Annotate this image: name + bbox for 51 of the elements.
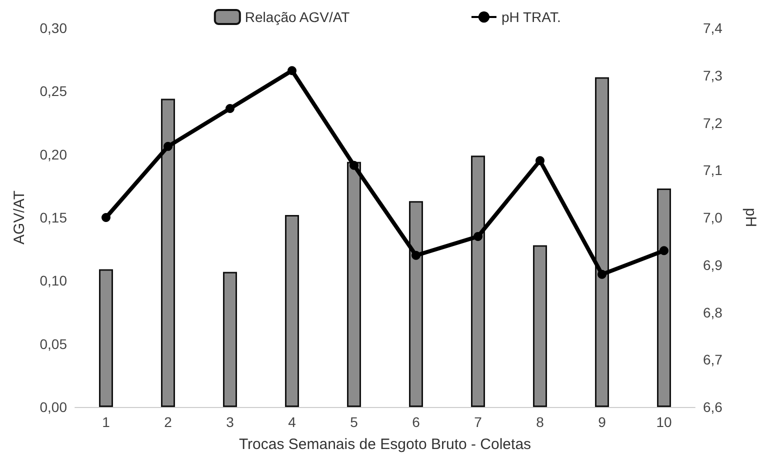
- x-tick-label: 10: [656, 414, 672, 430]
- legend-label: pH TRAT.: [501, 9, 561, 25]
- point: [226, 104, 234, 114]
- bar: [285, 214, 299, 407]
- x-axis-title: Trocas Semanais de Esgoto Bruto - Coletas: [238, 436, 532, 453]
- y2-tick-label: 6,8: [703, 304, 723, 320]
- point: [350, 160, 358, 170]
- x-tick-label: 6: [412, 414, 420, 430]
- bar: [409, 201, 423, 407]
- y-tick-label: 0,15: [40, 210, 68, 226]
- x-tick-label: 5: [350, 414, 358, 430]
- bar: [657, 188, 671, 407]
- point: [536, 156, 544, 166]
- bar: [161, 98, 175, 407]
- x-tick-label: 7: [474, 414, 482, 430]
- point: [288, 66, 296, 76]
- y2-tick-label: 6,6: [703, 399, 723, 415]
- x-tick-label: 8: [536, 414, 544, 430]
- bar: [533, 245, 547, 407]
- y-tick-label: 0,00: [40, 399, 68, 415]
- point: [412, 250, 420, 260]
- y2-tick-label: 7,1: [703, 162, 723, 178]
- y2-axis-title: pH: [742, 208, 759, 228]
- y2-tick-label: 7,2: [703, 114, 723, 131]
- bar: [99, 269, 113, 407]
- x-tick-label: 3: [226, 414, 234, 430]
- y-tick-label: 0,25: [40, 83, 68, 100]
- point: [102, 213, 110, 222]
- y-tick-label: 0,20: [40, 146, 68, 162]
- y-tick-label: 0,10: [40, 272, 68, 289]
- y2-tick-label: 6,7: [703, 352, 723, 368]
- bar: [347, 162, 361, 407]
- y-tick-label: 0,30: [40, 20, 68, 36]
- bar: [471, 156, 485, 407]
- point: [660, 246, 668, 256]
- legend-label: Relação AGV/AT: [244, 9, 350, 25]
- x-tick-label: 4: [288, 414, 296, 430]
- bar: [223, 272, 237, 407]
- x-tick-label: 2: [164, 414, 172, 430]
- y2-tick-label: 7,4: [703, 20, 723, 36]
- point: [598, 270, 606, 279]
- y2-tick-label: 6,9: [703, 256, 723, 273]
- y-axis-title: AGV/AT: [11, 190, 28, 244]
- x-tick-label: 9: [598, 414, 606, 430]
- point: [164, 142, 172, 151]
- y2-tick-label: 7,0: [703, 210, 723, 226]
- x-tick-label: 1: [102, 414, 110, 430]
- point: [474, 232, 482, 241]
- bar: [595, 77, 609, 407]
- y2-tick-label: 7,3: [703, 67, 723, 84]
- y-tick-label: 0,05: [40, 336, 68, 352]
